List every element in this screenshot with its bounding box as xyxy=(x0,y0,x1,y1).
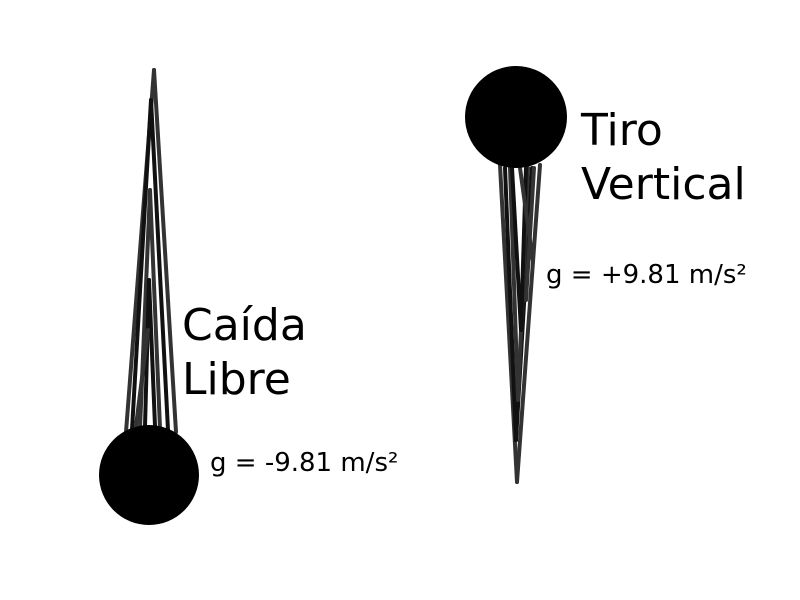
vertical-throw-streak xyxy=(515,163,542,484)
vertical-throw-group: Tiro Vertical g = +9.81 m/s² xyxy=(465,66,747,484)
free-fall-streak xyxy=(152,68,178,434)
free-fall-gravity-label: g = -9.81 m/s² xyxy=(210,448,398,478)
free-fall-motion-streaks xyxy=(124,68,178,434)
vertical-throw-ball xyxy=(465,66,567,168)
free-fall-title-line1: Caída xyxy=(182,300,307,351)
vertical-throw-streak xyxy=(503,166,518,442)
vertical-throw-motion-streaks xyxy=(498,163,542,484)
free-fall-group: Caída Libre g = -9.81 m/s² xyxy=(99,68,398,525)
free-fall-streak xyxy=(134,328,150,428)
free-fall-title-line2: Libre xyxy=(182,354,291,405)
vertical-throw-streak xyxy=(524,166,536,302)
free-fall-streak xyxy=(148,188,162,430)
free-fall-ball xyxy=(99,425,199,525)
free-fall-streak xyxy=(130,98,153,432)
vertical-throw-title-line1: Tiro xyxy=(580,105,663,156)
vertical-throw-gravity-label: g = +9.81 m/s² xyxy=(546,260,747,290)
vertical-throw-streak xyxy=(508,166,520,402)
free-fall-streak xyxy=(147,278,157,428)
free-fall-streak xyxy=(149,98,170,432)
vertical-throw-streak xyxy=(510,166,523,332)
vertical-throw-title-line2: Vertical xyxy=(581,159,746,210)
